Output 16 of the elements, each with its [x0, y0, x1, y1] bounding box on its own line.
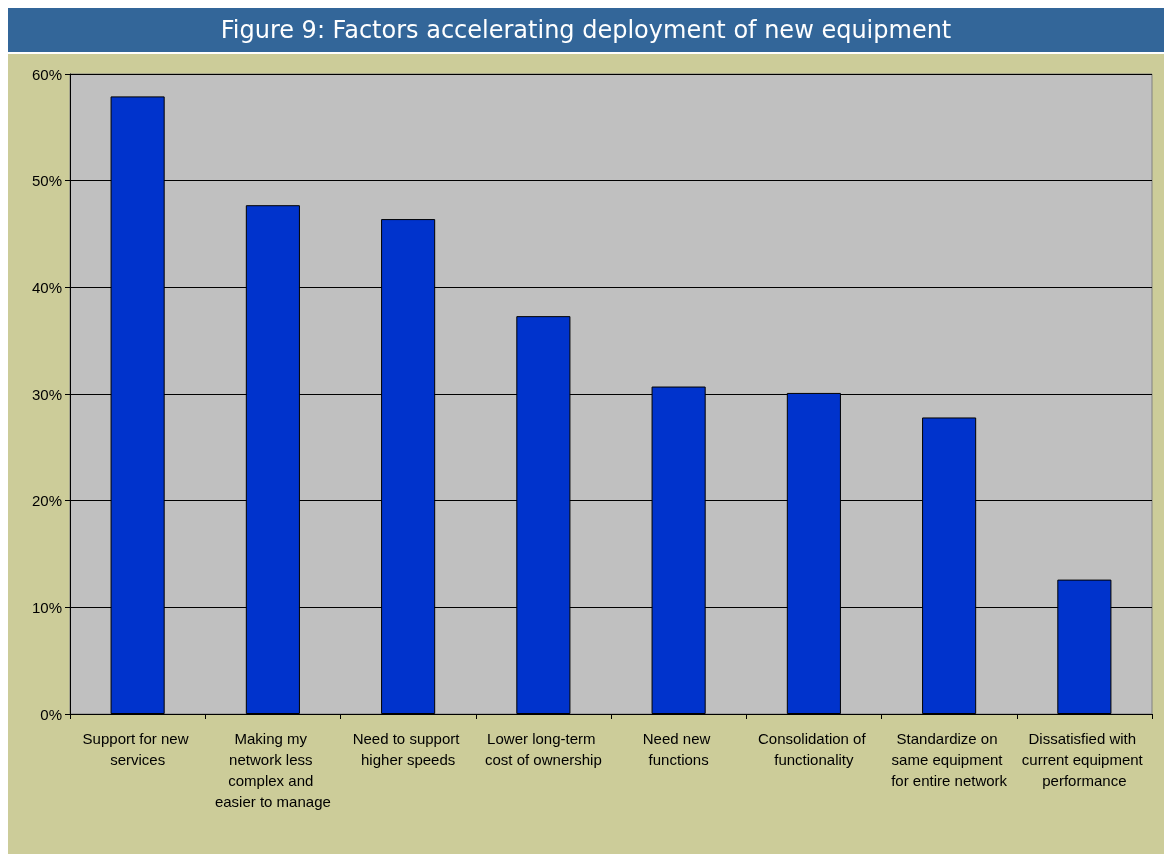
x-tick-label: Consolidation of functionality — [758, 730, 870, 768]
x-tick-label: Support for new services — [82, 730, 193, 768]
y-tick-label: 50% — [31, 172, 62, 190]
y-tick-label: 10% — [31, 598, 62, 616]
y-tick-label: 40% — [31, 278, 62, 296]
x-tick-label: Lower long-term cost of ownership — [485, 730, 602, 768]
x-tick-label: Dissatisfied with current equipment performance — [1021, 730, 1147, 789]
x-tick-label: Need new functions — [642, 730, 715, 768]
y-tick-label: 20% — [31, 492, 62, 510]
chart-title: Figure 9: Factors accelerating deployment of new equipment — [8, 8, 1164, 54]
x-tick-label: Making my network less complex and easier to manage — [214, 730, 331, 810]
x-tick-label: Need to support higher speeds — [352, 730, 464, 768]
y-tick-label: 60% — [31, 65, 62, 83]
y-tick-label: 30% — [31, 385, 62, 403]
y-tick-label: 0% — [40, 705, 62, 723]
x-tick-label: Standardize on same equipment for entire network — [891, 730, 1008, 789]
